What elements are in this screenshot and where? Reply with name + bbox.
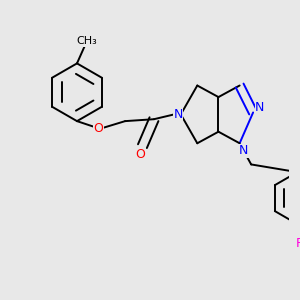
Text: F: F [296, 237, 300, 250]
Text: N: N [173, 108, 183, 121]
Text: O: O [93, 122, 103, 135]
Text: N: N [255, 101, 265, 114]
Text: O: O [136, 148, 146, 161]
Text: N: N [239, 145, 248, 158]
Text: CH₃: CH₃ [76, 36, 97, 46]
